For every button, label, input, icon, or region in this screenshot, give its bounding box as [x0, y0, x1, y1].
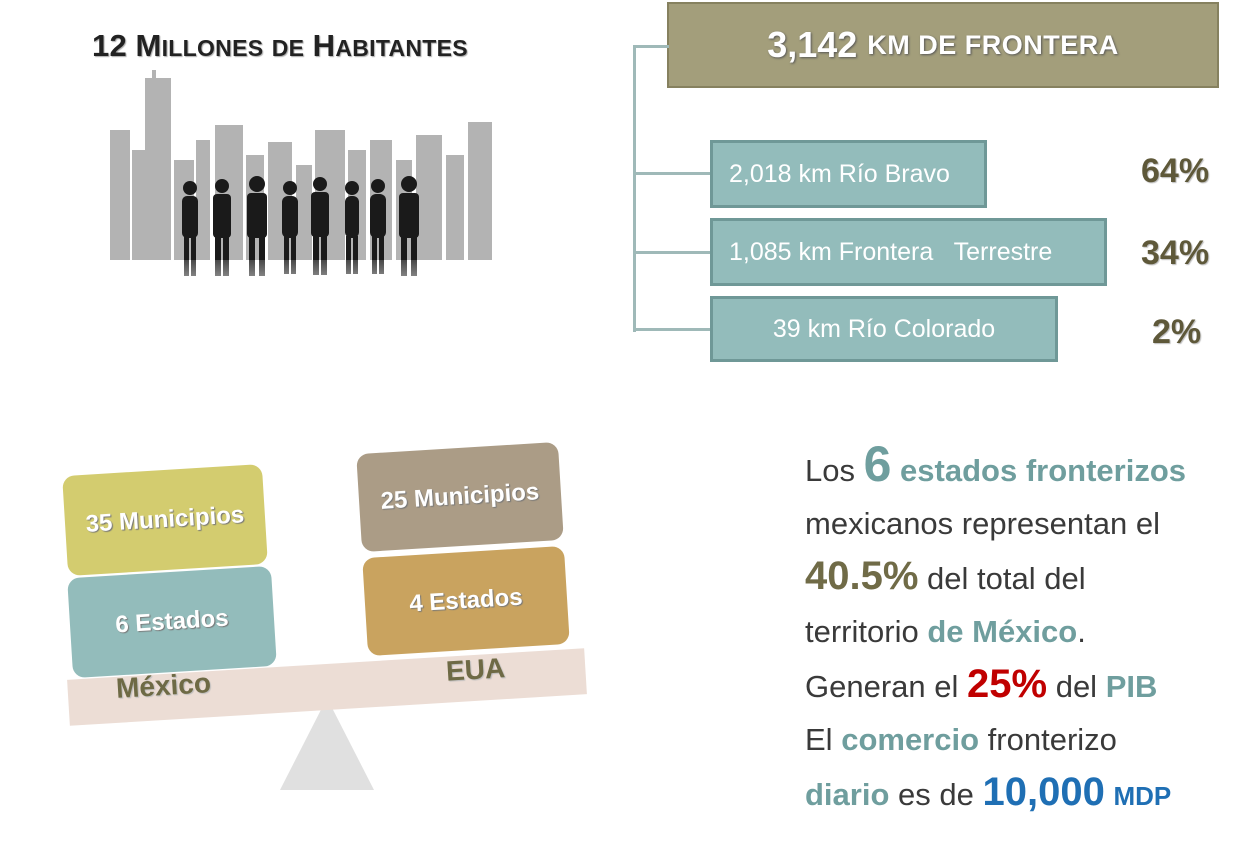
frontier-segment-rio-colorado: 39 km Río Colorado	[710, 296, 1058, 362]
bracket-connector-top	[633, 45, 669, 48]
segment-percent: 2%	[1152, 313, 1202, 351]
balance-scale: 35 Municipios 6 Estados México 25 Munici…	[60, 440, 600, 800]
segment-percent: 34%	[1141, 234, 1210, 272]
fulcrum-triangle	[280, 698, 374, 790]
frontier-total-header: 3,142 KM DE FRONTERA	[667, 2, 1219, 88]
population-title: 12 MILLONES DE HABITANTES	[92, 28, 468, 63]
info-line-5: Generan el 25% del PIB	[805, 662, 1158, 706]
mexico-municipios-box: 35 Municipios	[62, 463, 268, 577]
frontier-segment-rio-bravo: 2,018 km Río Bravo	[710, 140, 987, 208]
segment-percent: 64%	[1141, 152, 1210, 190]
bracket-connector-2	[633, 251, 713, 254]
border-states-info: Los 6 estados fronterizos mexicanos repr…	[805, 438, 1245, 823]
frontier-segment-terrestre: 1,085 km Frontera Terrestre	[710, 218, 1107, 286]
city-people-image	[100, 70, 500, 310]
eua-estados-box: 4 Estados	[362, 545, 570, 657]
people-silhouettes	[182, 176, 419, 276]
skyline-graphic	[110, 70, 492, 260]
mexico-estados-box: 6 Estados	[67, 565, 277, 679]
mexico-label: México	[115, 667, 212, 704]
eua-municipios-box: 25 Municipios	[356, 441, 564, 553]
info-line-1: Los 6 estados fronterizos	[805, 436, 1186, 492]
info-line-3: 40.5% del total del	[805, 554, 1086, 598]
info-line-7: diario es de 10,000 MDP	[805, 770, 1172, 814]
bracket-connector-1	[633, 172, 713, 175]
info-line-2: mexicanos representan el	[805, 506, 1160, 541]
eua-label: EUA	[445, 652, 506, 687]
bracket-connector	[633, 46, 636, 332]
bracket-connector-3	[633, 328, 713, 331]
info-line-6: El comercio fronterizo	[805, 722, 1117, 757]
info-line-4: territorio de México.	[805, 614, 1086, 649]
